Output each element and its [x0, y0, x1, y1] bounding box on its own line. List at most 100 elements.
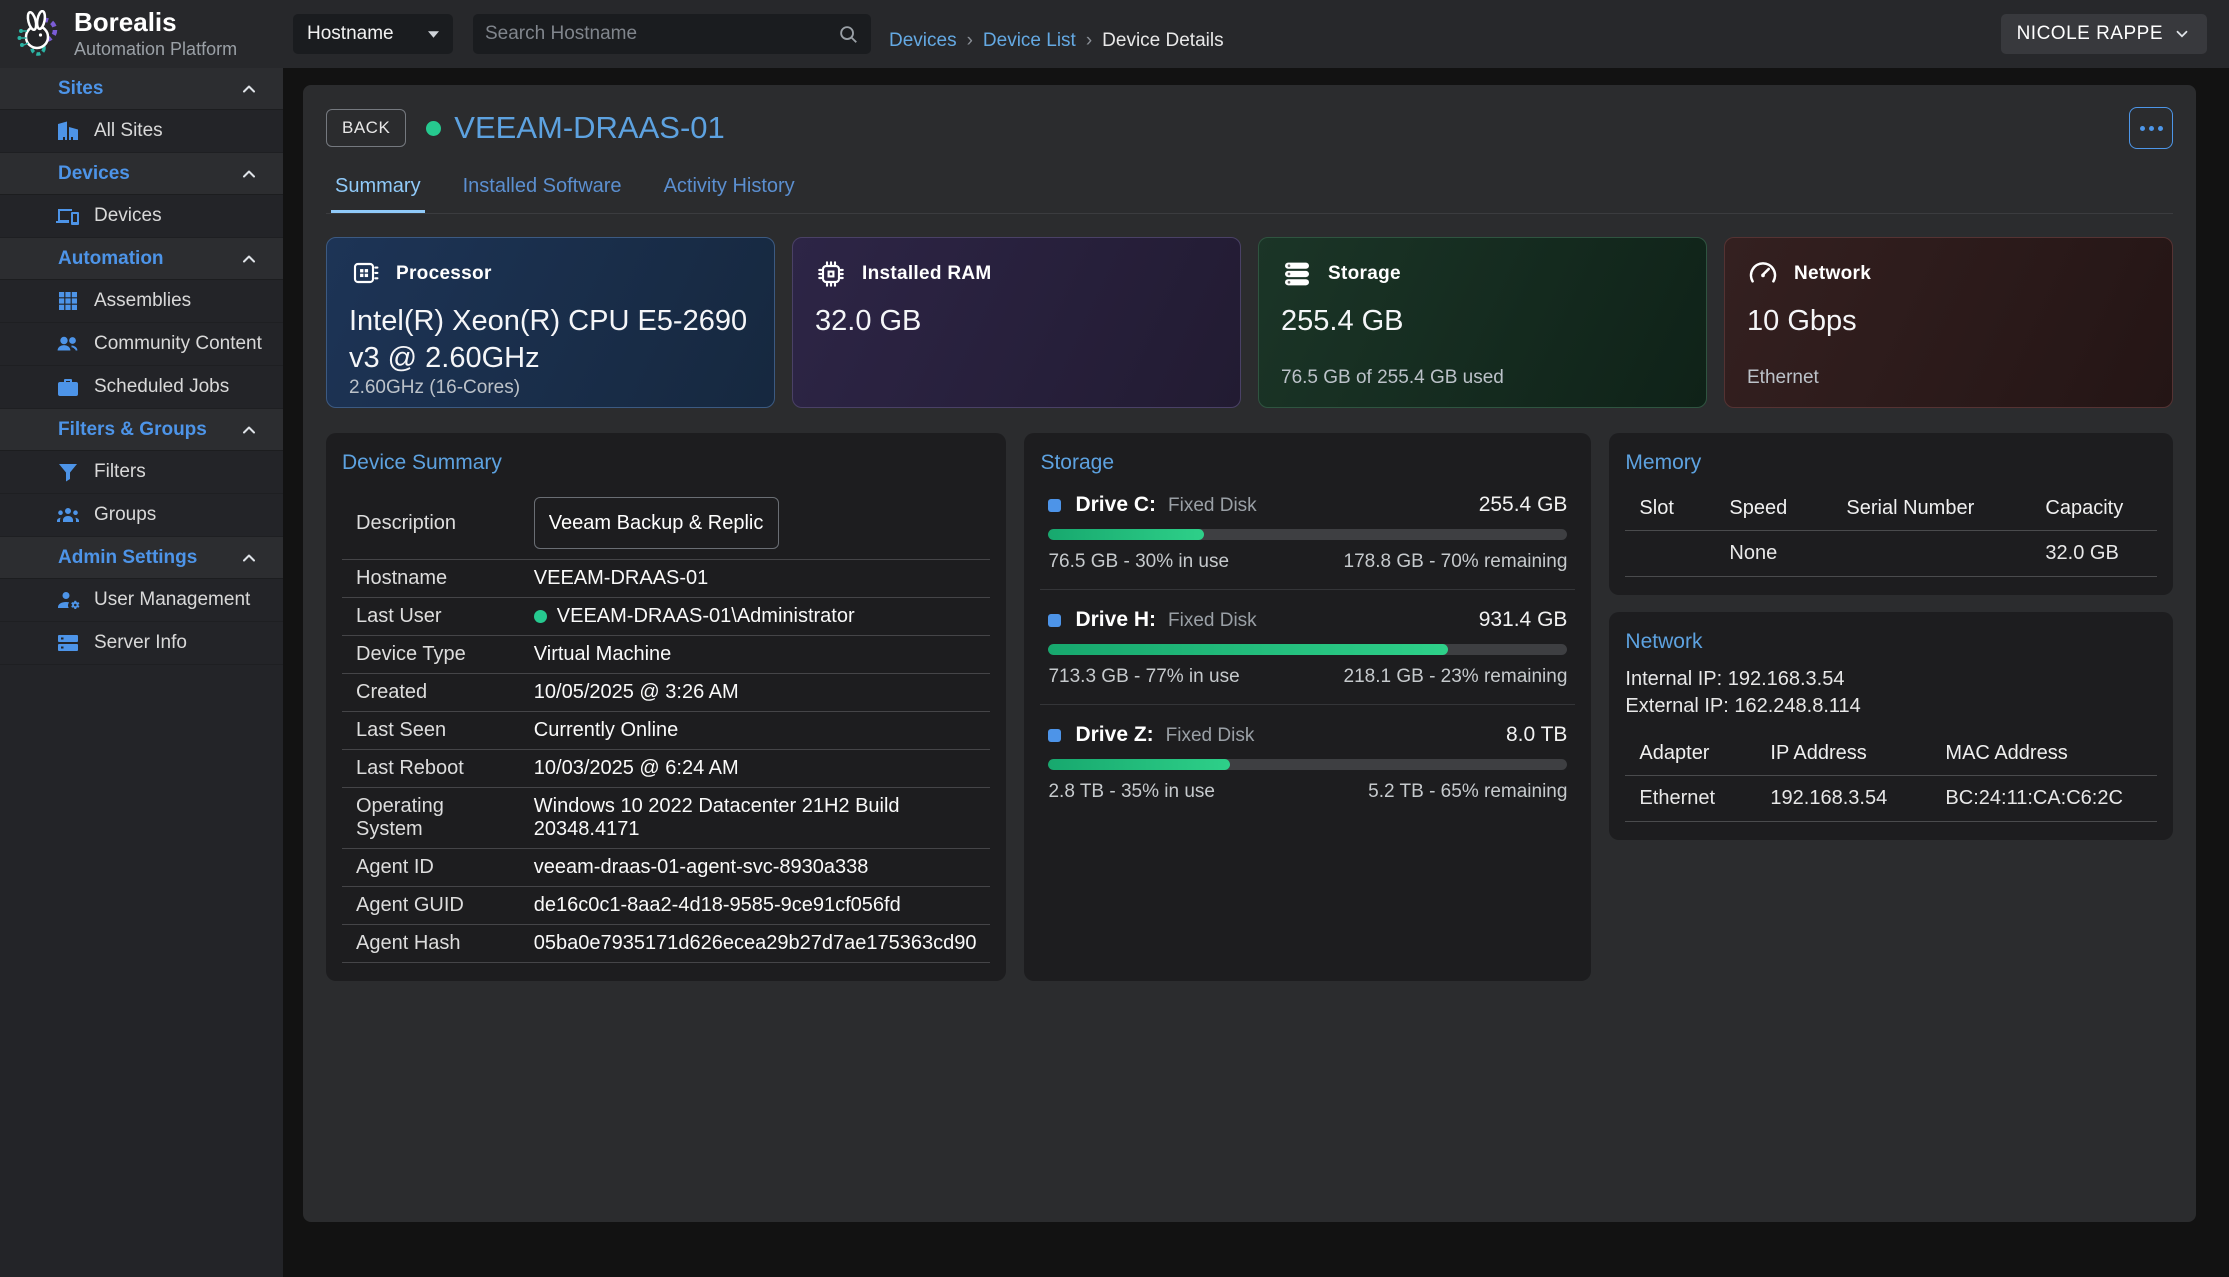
- back-button[interactable]: BACK: [326, 109, 407, 147]
- grid-icon: [56, 289, 80, 313]
- drive-usage-fill: [1048, 529, 1205, 540]
- summary-row-value: Windows 10 2022 Datacenter 21H2 Build 20…: [519, 787, 991, 849]
- table-row: Last Reboot 10/03/2025 @ 6:24 AM: [342, 749, 991, 788]
- table-row: None 32.0 GB: [1625, 530, 2157, 577]
- breadcrumb-devices[interactable]: Devices: [889, 30, 957, 51]
- sidebar: Borealis Automation Platform Sites All Si…: [0, 0, 283, 1277]
- caret-down-icon: [428, 30, 439, 38]
- sidebar-item-community-content[interactable]: Community Content: [0, 323, 283, 366]
- stat-card-label: Storage: [1328, 263, 1401, 284]
- stat-card-value: Intel(R) Xeon(R) CPU E5-2690 v3 @ 2.60GH…: [349, 305, 748, 374]
- sidebar-section-label: Devices: [58, 162, 130, 184]
- table-cell: Ethernet: [1625, 775, 1757, 822]
- sidebar-item-filters[interactable]: Filters: [0, 451, 283, 494]
- table-row: Agent ID veeam-draas-01-agent-svc-8930a33…: [342, 848, 991, 887]
- sidebar-item-groups[interactable]: Groups: [0, 494, 283, 537]
- drive-type: Fixed Disk: [1168, 495, 1257, 516]
- device-summary-title: Device Summary: [342, 451, 502, 474]
- storage-panel-title: Storage: [1040, 451, 1115, 474]
- sidebar-section-automation[interactable]: Automation: [0, 238, 283, 280]
- drive-type: Fixed Disk: [1168, 610, 1257, 631]
- description-input[interactable]: [533, 497, 779, 549]
- borealis-logo-icon: [14, 10, 62, 58]
- summary-row-value: 05ba0e7935171d626ecea29b27d7ae175363cd90: [519, 924, 991, 963]
- sidebar-section-sites[interactable]: Sites: [0, 68, 283, 110]
- breadcrumb-device-details: Device Details: [1102, 30, 1224, 51]
- drive-type: Fixed Disk: [1165, 725, 1255, 746]
- briefcase-icon: [56, 375, 80, 399]
- chevron-up-icon: [239, 420, 259, 440]
- drive-drive-h: Drive H: Fixed Disk 931.4 GB 713.3 GB - 77%…: [1040, 590, 1576, 705]
- sidebar-item-label: Scheduled Jobs: [94, 376, 230, 397]
- drive-bullet-icon: [1048, 498, 1062, 512]
- devices-icon: [56, 204, 80, 228]
- external-ip: External IP: 162.248.8.114: [1625, 695, 1861, 717]
- sidebar-item-scheduled-jobs[interactable]: Scheduled Jobs: [0, 366, 283, 409]
- summary-row-label: Last Seen: [342, 711, 520, 750]
- sidebar-item-server-info[interactable]: Server Info: [0, 622, 283, 665]
- network-panel-title: Network: [1625, 630, 1703, 653]
- table-cell: 192.168.3.54: [1756, 775, 1932, 822]
- search-field-dropdown[interactable]: Hostname: [293, 14, 453, 54]
- column-header-slot: Slot: [1625, 489, 1716, 531]
- sidebar-section-devices[interactable]: Devices: [0, 153, 283, 195]
- summary-row-value: 10/03/2025 @ 6:24 AM: [519, 749, 991, 788]
- summary-row-value: VEEAM-DRAAS-01: [519, 559, 991, 598]
- drive-used-text: 76.5 GB - 30% in use: [1048, 551, 1230, 572]
- tab-installed-software[interactable]: Installed Software: [462, 175, 622, 197]
- search-field-dropdown-value: Hostname: [307, 23, 394, 44]
- internal-ip: Internal IP: 192.168.3.54: [1625, 668, 1845, 690]
- breadcrumb: Devices › Device List › Device Details: [889, 30, 1224, 52]
- drive-usage-fill: [1048, 759, 1231, 770]
- sidebar-section-label: Sites: [58, 77, 104, 99]
- summary-row-label: Agent ID: [342, 848, 520, 887]
- stat-card-storage: Storage 255.4 GB 76.5 GB of 255.4 GB used: [1258, 237, 1707, 408]
- breadcrumb-device-list[interactable]: Device List: [982, 30, 1076, 51]
- sidebar-item-assemblies[interactable]: Assemblies: [0, 280, 283, 323]
- column-header-serial-number: Serial Number: [1832, 489, 2032, 531]
- page-title: VEEAM-DRAAS-01: [454, 110, 725, 145]
- memory-panel: Memory Slot Speed Serial Number Capacity Non…: [1609, 433, 2173, 595]
- table-row: Operating System Windows 10 2022 Datacent…: [342, 787, 991, 849]
- server-icon: [56, 631, 80, 655]
- sidebar-item-label: Devices: [94, 205, 162, 226]
- table-cell: [1832, 530, 2032, 577]
- sidebar-item-user-management[interactable]: User Management: [0, 579, 283, 622]
- stat-card-value: 32.0 GB: [815, 305, 922, 337]
- column-header-adapter: Adapter: [1625, 734, 1757, 776]
- drive-name: Drive H:: [1075, 608, 1156, 631]
- drive-drive-z: Drive Z: Fixed Disk 8.0 TB 2.8 TB - 35% in …: [1040, 705, 1575, 819]
- sidebar-item-label: All Sites: [94, 120, 163, 141]
- drive-remaining-text: 178.8 GB - 70% remaining: [1343, 551, 1568, 572]
- tab-summary[interactable]: Summary: [331, 169, 425, 213]
- sidebar-section-admin-settings[interactable]: Admin Settings: [0, 537, 283, 579]
- tab-activity-history[interactable]: Activity History: [663, 175, 795, 197]
- column-header-speed: Speed: [1715, 489, 1833, 531]
- table-row: Hostname VEEAM-DRAAS-01: [342, 559, 991, 598]
- summary-row-label: Created: [342, 673, 520, 712]
- sidebar-item-label: User Management: [94, 589, 251, 610]
- main-content: BACK VEEAM-DRAAS-01 Summary Installed Sof…: [283, 68, 2229, 1277]
- sidebar-section-label: Admin Settings: [58, 546, 198, 568]
- table-row: Ethernet 192.168.3.54 BC:24:11:CA:C6:2C: [1625, 775, 2157, 822]
- summary-row-value: veeam-draas-01-agent-svc-8930a338: [519, 848, 991, 887]
- device-details-card: BACK VEEAM-DRAAS-01 Summary Installed Sof…: [303, 85, 2196, 1222]
- stat-card-value: 255.4 GB: [1281, 305, 1404, 337]
- sidebar-item-all-sites[interactable]: All Sites: [0, 110, 283, 153]
- storage-panel: Storage Drive C: Fixed Disk 255.4 GB 76.5 G…: [1024, 433, 1592, 981]
- sidebar-item-devices[interactable]: Devices: [0, 195, 283, 238]
- device-tabs: Summary Installed Software Activity Histor…: [326, 169, 2173, 214]
- search-input[interactable]: [485, 23, 837, 45]
- more-options-button[interactable]: [2129, 107, 2173, 149]
- app-logo: Borealis Automation Platform: [0, 0, 283, 68]
- sidebar-item-label: Filters: [94, 461, 146, 482]
- summary-row-label: Agent Hash: [342, 924, 520, 963]
- topbar: Hostname Devices › Device List › Device Deta…: [283, 0, 2229, 68]
- stat-cards-row: Processor Intel(R) Xeon(R) CPU E5-2690 v3…: [326, 237, 2173, 408]
- drive-usage-bar: [1048, 759, 1568, 770]
- network-panel: Network Internal IP: 192.168.3.54 Extern…: [1609, 612, 2173, 840]
- sidebar-section-filters-groups[interactable]: Filters & Groups: [0, 409, 283, 451]
- building-icon: [56, 119, 80, 143]
- drive-bullet-icon: [1048, 613, 1062, 627]
- user-menu-button[interactable]: NICOLE RAPPE: [2000, 14, 2207, 54]
